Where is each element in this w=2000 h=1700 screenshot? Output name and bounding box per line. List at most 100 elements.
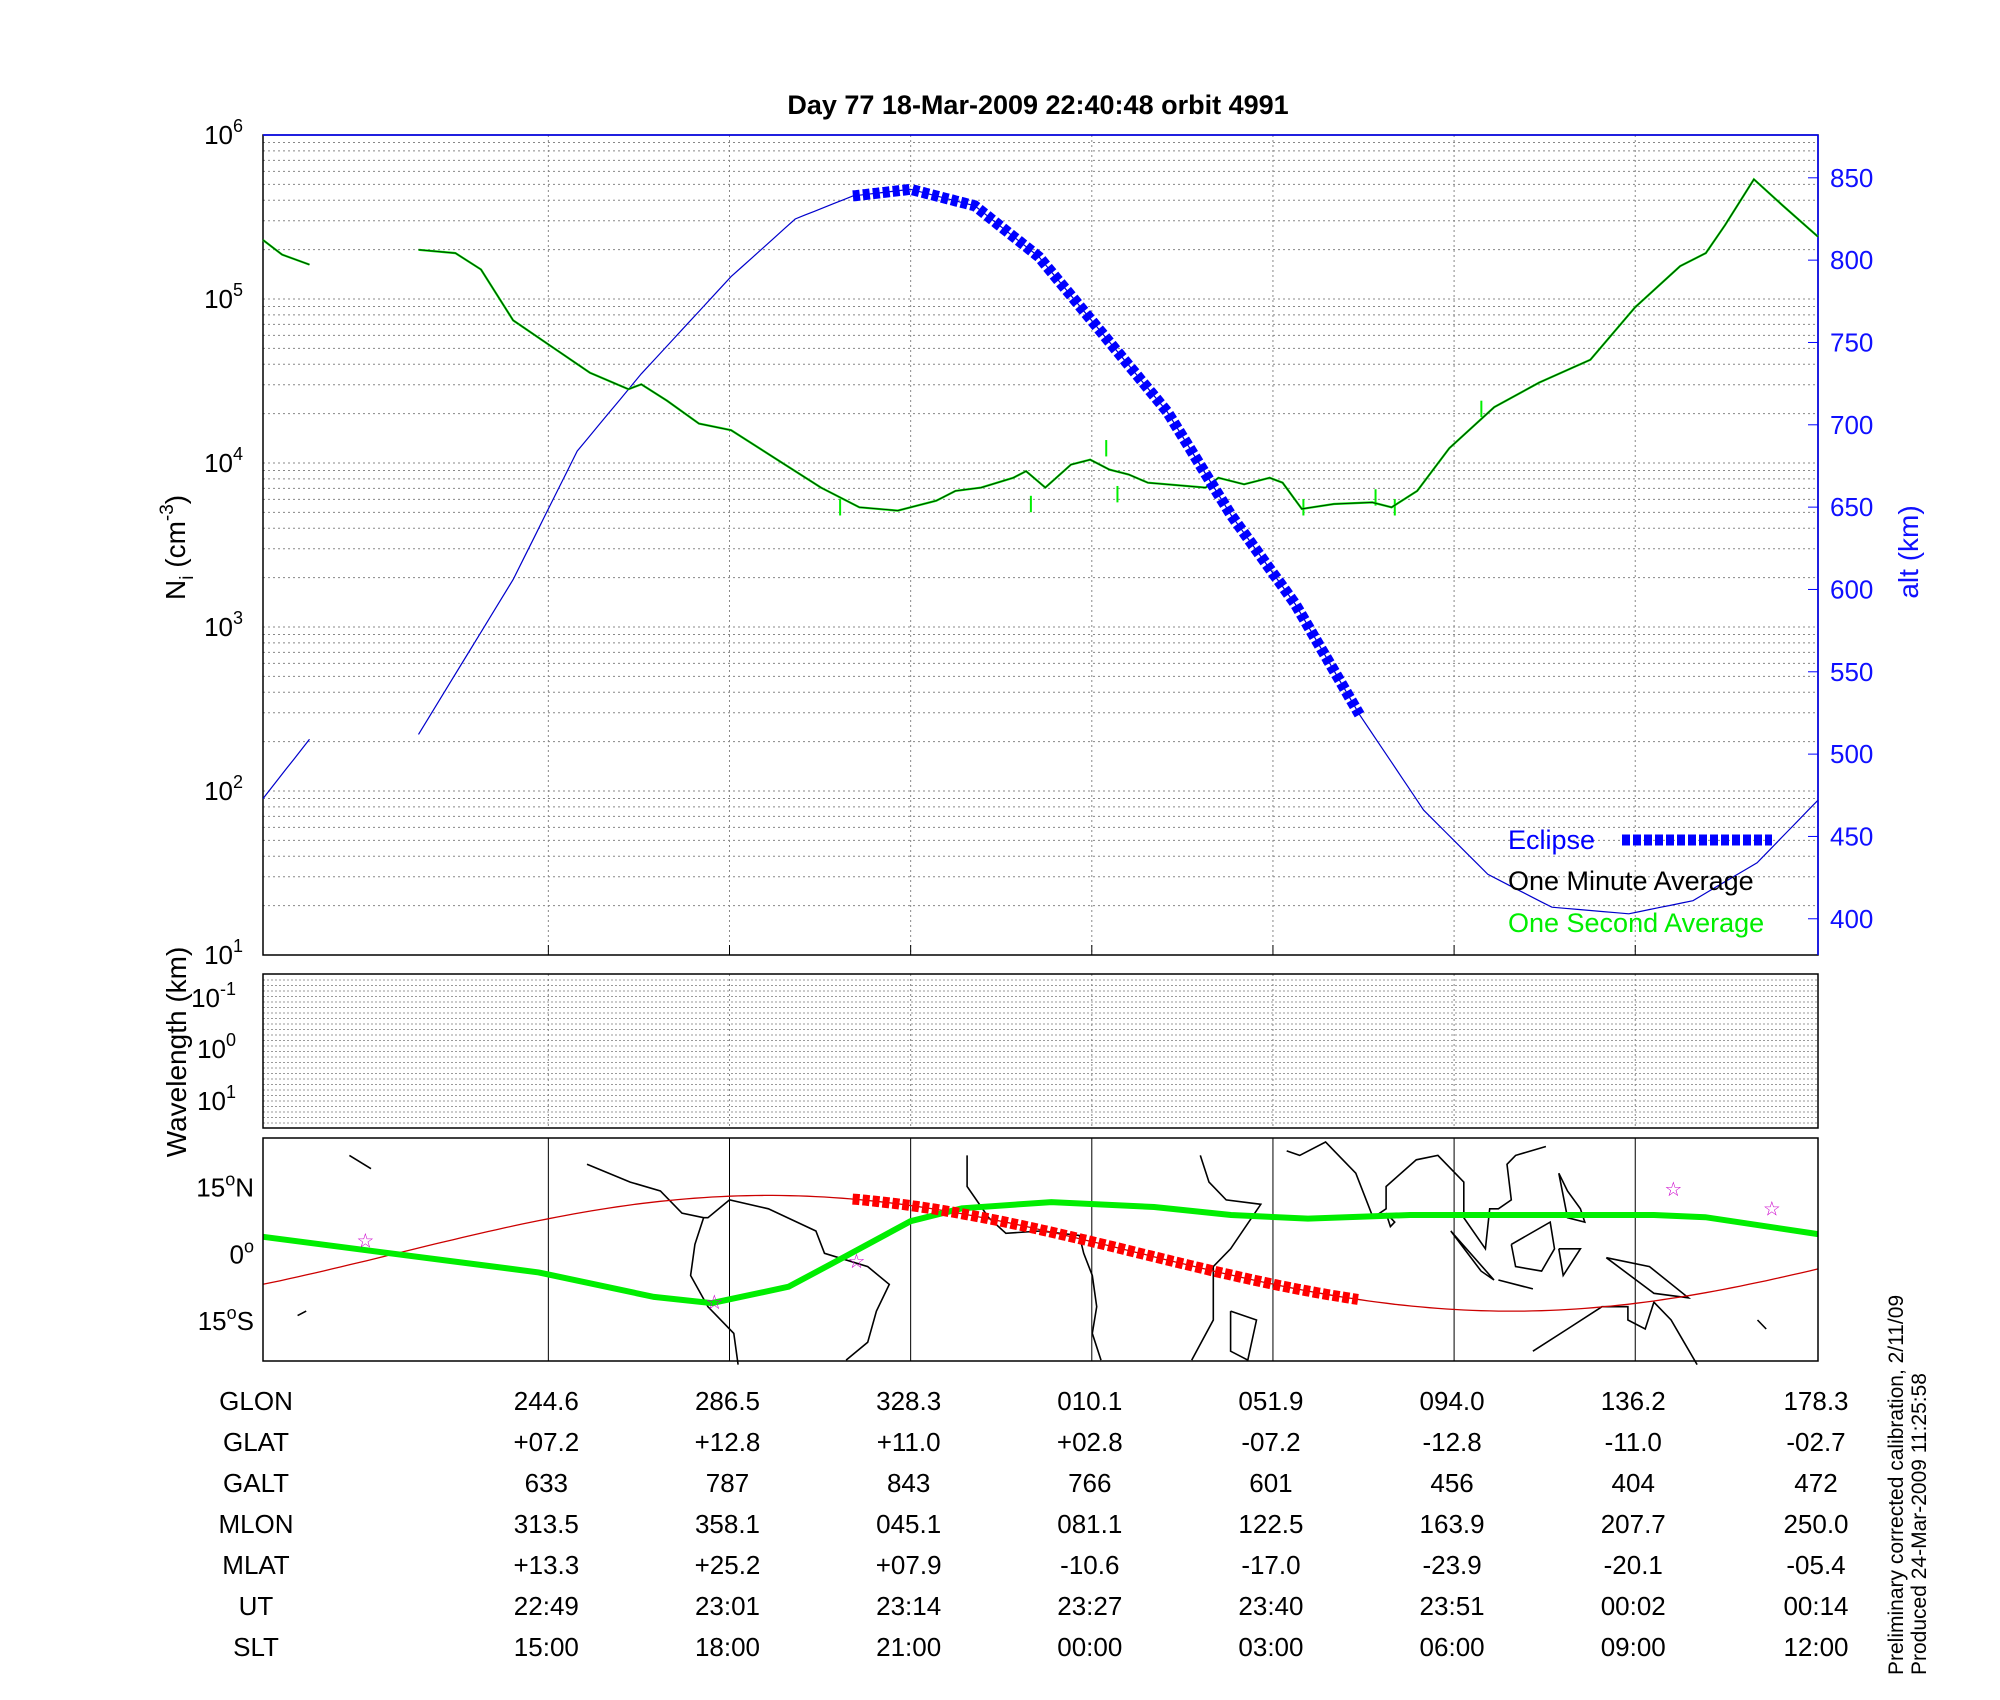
table-cell: 15:00 [514, 1632, 579, 1662]
table-cell: -12.8 [1422, 1427, 1481, 1457]
coastline [1190, 1155, 1263, 1361]
table-cell: 23:01 [695, 1591, 760, 1621]
y-tick-label: 102 [204, 772, 243, 806]
table-cell: -10.6 [1060, 1550, 1119, 1580]
table-cell: 094.0 [1420, 1386, 1485, 1416]
table-cell: 03:00 [1238, 1632, 1303, 1662]
y2-tick-label: 700 [1830, 410, 1873, 440]
table-cell: 051.9 [1238, 1386, 1303, 1416]
table-cell: 122.5 [1238, 1509, 1303, 1539]
table-cell: 09:00 [1601, 1632, 1666, 1662]
table-cell: 250.0 [1783, 1509, 1848, 1539]
y-axis-label: Ni (cm-3) [157, 495, 198, 600]
altitude-line [417, 188, 1819, 915]
y2-tick-label: 650 [1830, 492, 1873, 522]
plot-title: Day 77 18-Mar-2009 22:40:48 orbit 4991 [787, 90, 1288, 120]
table-cell: -07.2 [1241, 1427, 1300, 1457]
latitude-label: 0o​ [230, 1236, 254, 1269]
table-cell: 21:00 [876, 1632, 941, 1662]
table-cell: 633 [525, 1468, 568, 1498]
table-cell: 472 [1794, 1468, 1837, 1498]
table-cell: 456 [1430, 1468, 1473, 1498]
legend-one-minute-label: One Minute Average [1508, 866, 1754, 896]
table-cell: 766 [1068, 1468, 1111, 1498]
coastline [1756, 1319, 1767, 1330]
table-cell: 404 [1612, 1468, 1655, 1498]
one-minute-line [262, 239, 310, 266]
one-second-line [262, 239, 310, 266]
side-note-line-1: Preliminary corrected calibration, 2/11/… [1885, 1295, 1908, 1675]
table-row-label: GLON [219, 1386, 293, 1416]
table-cell: -05.4 [1786, 1550, 1845, 1580]
table-cell: 081.1 [1057, 1509, 1122, 1539]
table-cell: 00:14 [1783, 1591, 1848, 1621]
y-tick-label: 106 [204, 116, 243, 150]
star-marker-icon: ☆ [705, 1292, 723, 1314]
coastline [1510, 1220, 1556, 1272]
legend-eclipse-label: Eclipse [1508, 825, 1595, 855]
table-cell: 286.5 [695, 1386, 760, 1416]
table-cell: 23:27 [1057, 1591, 1122, 1621]
latitude-label: 15oN [196, 1170, 254, 1203]
y-tick-label: 103 [204, 608, 243, 642]
table-cell: +07.9 [876, 1550, 942, 1580]
table-cell: 12:00 [1783, 1632, 1848, 1662]
y2-tick-label: 400 [1830, 904, 1873, 934]
table-cell: +11.0 [877, 1427, 941, 1457]
coastline [1532, 1300, 1698, 1366]
table-cell: 163.9 [1420, 1509, 1485, 1539]
y-tick-label: 104 [204, 444, 243, 478]
table-cell: +13.3 [513, 1550, 579, 1580]
wavelength-axis-label: Wavelength (km) [161, 947, 192, 1158]
y2-axis-label: alt (km) [1893, 505, 1924, 598]
y-tick-label: 101 [204, 936, 243, 970]
table-row-label: UT [239, 1591, 274, 1621]
coastline [1286, 1141, 1547, 1252]
table-cell: 18:00 [695, 1632, 760, 1662]
table-cell: 207.7 [1601, 1509, 1666, 1539]
table-cell: 843 [887, 1468, 930, 1498]
coastline [1605, 1256, 1692, 1299]
panel-frame [262, 973, 1819, 1129]
eclipse-line [852, 183, 1365, 718]
table-cell: +07.2 [513, 1427, 579, 1457]
y2-tick-label: 500 [1830, 739, 1873, 769]
y2-tick-label: 550 [1830, 657, 1873, 687]
star-marker-icon: ☆ [848, 1251, 866, 1273]
table-cell: 244.6 [514, 1386, 579, 1416]
coastline [297, 1310, 307, 1317]
table-cell: 178.3 [1783, 1386, 1848, 1416]
coastline [586, 1163, 891, 1361]
table-cell: 045.1 [876, 1509, 941, 1539]
table-cell: 23:40 [1238, 1591, 1303, 1621]
eclipse-track [852, 1193, 1359, 1305]
star-marker-icon: ☆ [356, 1230, 374, 1252]
table-cell: 787 [706, 1468, 749, 1498]
table-cell: 06:00 [1420, 1632, 1485, 1662]
one-minute-line [418, 178, 1819, 512]
coastline [689, 1217, 739, 1365]
y2-tick-label: 600 [1830, 574, 1873, 604]
table-cell: 22:49 [514, 1591, 579, 1621]
table-cell: 00:02 [1601, 1591, 1666, 1621]
y2-tick-label: 750 [1830, 327, 1873, 357]
coastline [1229, 1310, 1258, 1362]
table-cell: -02.7 [1786, 1427, 1845, 1457]
table-cell: 136.2 [1601, 1386, 1666, 1416]
table-cell: 601 [1249, 1468, 1292, 1498]
table-cell: 313.5 [514, 1509, 579, 1539]
side-note-line-2: Produced 24-Mar-2009 11:25:58 [1908, 1373, 1931, 1675]
density-altitude-plot: 101 102 103 104 105 106 400 450 500 550 600 650 700 7… [157, 116, 1924, 970]
coastline [348, 1154, 372, 1170]
altitude-line [262, 738, 310, 799]
table-cell: 010.1 [1057, 1386, 1122, 1416]
coastline [1498, 1279, 1534, 1290]
y-tick-label: 105 [204, 280, 243, 314]
table-cell: -11.0 [1605, 1427, 1662, 1457]
table-cell: 00:00 [1057, 1632, 1122, 1662]
table-row-label: GLAT [223, 1427, 289, 1457]
table-row-label: SLT [233, 1632, 279, 1662]
table-cell: 23:14 [876, 1591, 941, 1621]
